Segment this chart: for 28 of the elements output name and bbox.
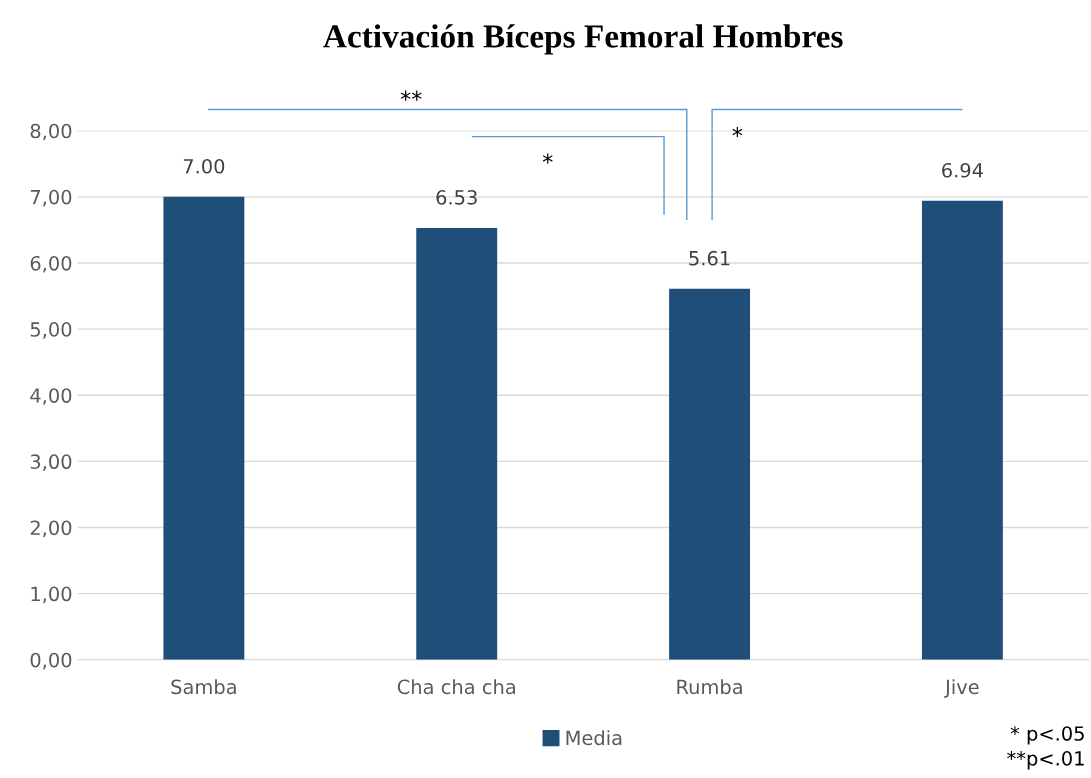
- x-tick-label: Cha cha cha: [397, 679, 515, 695]
- chart-title: Activación Bíceps Femoral Hombres: [323, 24, 843, 55]
- text: **: [400, 90, 422, 101]
- y-tick-label: 5,00: [30, 322, 72, 339]
- x-tick-label: Rumba: [677, 679, 742, 695]
- bar: [669, 288, 751, 660]
- legend-label: Media: [566, 730, 622, 746]
- bar: [416, 227, 498, 660]
- y-tick-label: 6,00: [30, 255, 72, 273]
- y-tick-label: 2,00: [30, 520, 72, 538]
- text: **p<.01: [1007, 751, 1084, 770]
- y-tick-label: 3,00: [30, 454, 72, 471]
- text: * p<.05: [1010, 726, 1084, 745]
- data-label: 6.53: [436, 190, 477, 205]
- y-tick-label: 1,00: [31, 586, 72, 604]
- y-tick-label: 0,00: [30, 652, 72, 670]
- data-label: 7.00: [183, 158, 225, 174]
- data-label: 5.61: [689, 250, 730, 266]
- x-tick-label: Jive: [944, 679, 979, 698]
- annotation: *: [542, 153, 553, 164]
- x-tick-label: Samba: [171, 679, 236, 695]
- annotation: *: [732, 126, 743, 138]
- bar: [163, 196, 245, 660]
- y-tick-label: 4,00: [30, 388, 72, 405]
- y-tick-label: 7,00: [30, 189, 72, 207]
- data-label: 6.94: [942, 162, 983, 178]
- bar: [921, 200, 1003, 660]
- y-tick-label: 8,00: [30, 123, 72, 141]
